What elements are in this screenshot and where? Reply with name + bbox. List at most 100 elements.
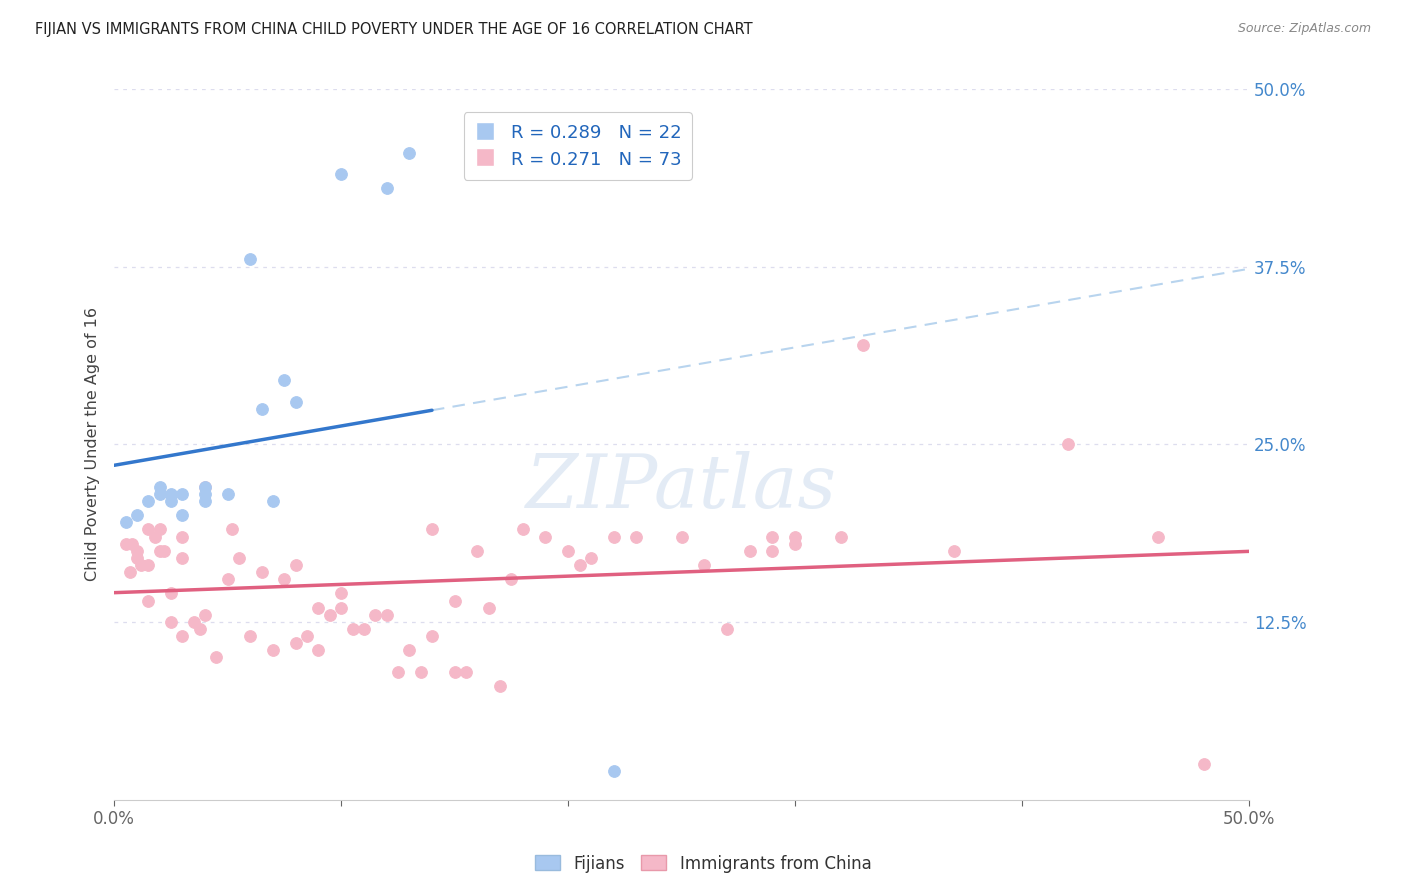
Point: [120, 565, 142, 579]
Point: [284, 394, 307, 409]
Point: [194, 480, 217, 494]
Point: [454, 665, 477, 679]
Point: [308, 643, 330, 657]
Point: [568, 558, 591, 572]
Point: [443, 593, 465, 607]
Point: [194, 607, 217, 622]
Point: [160, 615, 183, 629]
Legend: Fijians, Immigrants from China: Fijians, Immigrants from China: [529, 848, 877, 880]
Point: [534, 530, 557, 544]
Point: [190, 622, 212, 636]
Point: [183, 615, 205, 629]
Point: [194, 480, 217, 494]
Point: [295, 629, 318, 643]
Point: [217, 487, 239, 501]
Y-axis label: Child Poverty Under the Age of 16: Child Poverty Under the Age of 16: [86, 307, 100, 582]
Point: [943, 543, 966, 558]
Point: [693, 558, 716, 572]
Point: [172, 629, 194, 643]
Point: [785, 530, 807, 544]
Point: [172, 550, 194, 565]
Point: [262, 494, 284, 508]
Point: [172, 508, 194, 523]
Point: [420, 523, 443, 537]
Point: [330, 600, 353, 615]
Point: [602, 764, 624, 778]
Point: [273, 572, 295, 586]
Point: [489, 679, 512, 693]
Text: ZIPatlas: ZIPatlas: [526, 450, 837, 523]
Point: [852, 337, 875, 351]
Point: [131, 558, 153, 572]
Point: [153, 543, 176, 558]
Text: FIJIAN VS IMMIGRANTS FROM CHINA CHILD POVERTY UNDER THE AGE OF 16 CORRELATION CH: FIJIAN VS IMMIGRANTS FROM CHINA CHILD PO…: [35, 22, 752, 37]
Point: [478, 600, 501, 615]
Point: [785, 537, 807, 551]
Point: [761, 530, 783, 544]
Point: [239, 629, 262, 643]
Point: [143, 530, 166, 544]
Point: [602, 530, 624, 544]
Point: [250, 401, 273, 416]
Point: [671, 530, 693, 544]
Point: [830, 530, 852, 544]
Point: [136, 523, 159, 537]
Point: [501, 572, 523, 586]
Point: [716, 622, 738, 636]
Point: [194, 494, 217, 508]
Point: [387, 665, 409, 679]
Point: [273, 373, 295, 387]
Point: [353, 622, 375, 636]
Point: [149, 523, 172, 537]
Point: [125, 550, 148, 565]
Point: [160, 487, 183, 501]
Point: [1147, 530, 1170, 544]
Point: [172, 530, 194, 544]
Point: [330, 167, 353, 181]
Point: [398, 145, 420, 160]
Point: [125, 508, 148, 523]
Point: [136, 494, 159, 508]
Point: [738, 543, 761, 558]
Point: [375, 607, 398, 622]
Point: [194, 487, 217, 501]
Point: [250, 565, 273, 579]
Point: [398, 643, 420, 657]
Point: [160, 586, 183, 600]
Point: [626, 530, 648, 544]
Point: [443, 665, 465, 679]
Point: [512, 523, 534, 537]
Point: [319, 607, 342, 622]
Point: [557, 543, 579, 558]
Point: [262, 643, 284, 657]
Point: [467, 543, 489, 558]
Point: [375, 181, 398, 195]
Point: [284, 636, 307, 650]
Point: [342, 622, 364, 636]
Point: [136, 558, 159, 572]
Point: [149, 480, 172, 494]
Point: [579, 550, 602, 565]
Point: [228, 550, 250, 565]
Point: [136, 593, 159, 607]
Point: [172, 487, 194, 501]
Point: [160, 494, 183, 508]
Point: [1192, 756, 1215, 771]
Point: [308, 600, 330, 615]
Point: [114, 537, 136, 551]
Point: [121, 537, 143, 551]
Point: [239, 252, 262, 267]
Point: [409, 665, 432, 679]
Legend: R = 0.289   N = 22, R = 0.271   N = 73: R = 0.289 N = 22, R = 0.271 N = 73: [464, 112, 692, 179]
Point: [761, 543, 783, 558]
Point: [330, 586, 353, 600]
Point: [205, 650, 228, 665]
Point: [149, 543, 172, 558]
Point: [217, 572, 239, 586]
Text: Source: ZipAtlas.com: Source: ZipAtlas.com: [1237, 22, 1371, 36]
Point: [125, 543, 148, 558]
Point: [221, 523, 243, 537]
Point: [284, 558, 307, 572]
Point: [1056, 437, 1078, 451]
Point: [364, 607, 387, 622]
